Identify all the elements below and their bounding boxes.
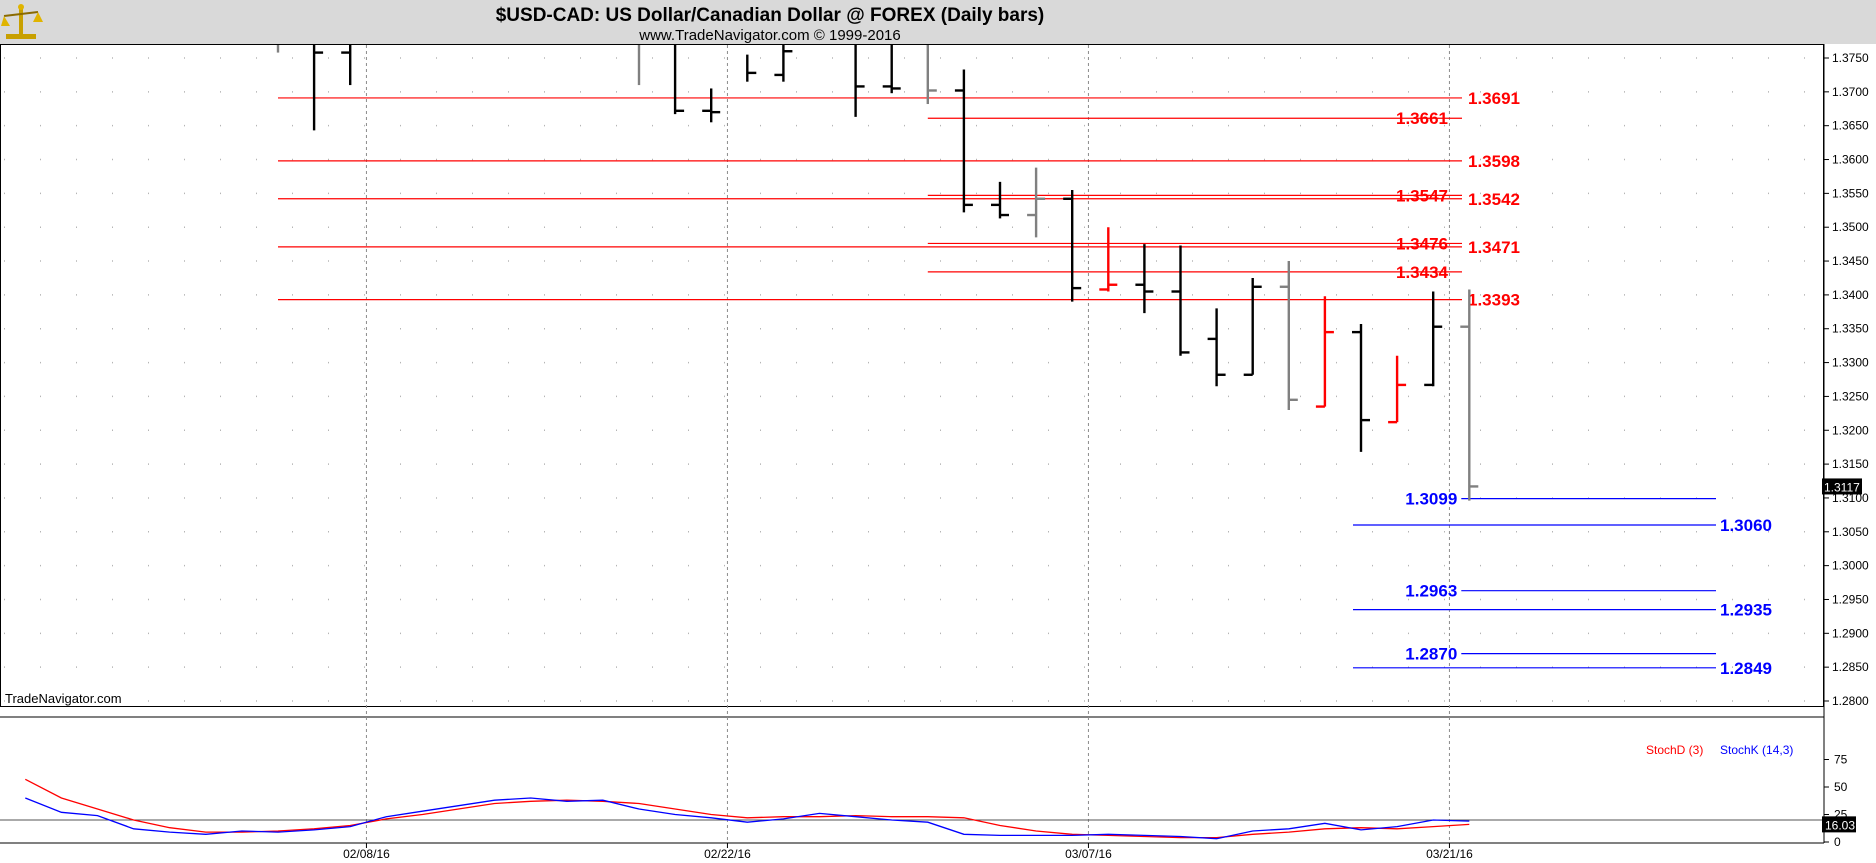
y-tick-label: 1.2850 xyxy=(1832,660,1869,674)
stoch-legend-1: StochK (14,3) xyxy=(1720,743,1793,757)
level-lines: 1.3691 1.3661 1.3598 1.3547 1.3542 1.3476 1.34… xyxy=(278,89,1772,678)
y-tick-label: 1.3400 xyxy=(1832,288,1869,302)
level-label-1.3393: 1.3393 xyxy=(1468,291,1520,310)
x-tick-label: 03/21/16 xyxy=(1426,847,1473,861)
last-price-badge xyxy=(1822,478,1862,495)
level-label-1.2963: 1.2963 xyxy=(1405,582,1457,601)
chart-title: $USD-CAD: US Dollar/Canadian Dollar @ FO… xyxy=(496,5,1045,26)
y-tick-label: 1.3000 xyxy=(1832,559,1869,573)
stoch-series-0 xyxy=(25,778,1470,839)
y-tick-label: 1.3150 xyxy=(1832,457,1869,471)
x-tick-label: 02/08/16 xyxy=(343,847,390,861)
grid-layer xyxy=(4,45,1820,843)
y-tick-label: 1.3250 xyxy=(1832,389,1869,403)
level-label-1.2849: 1.2849 xyxy=(1720,659,1772,678)
stoch-series-1 xyxy=(25,797,1470,840)
stoch-last-badge xyxy=(1822,816,1856,833)
stoch-y-tick-label: 50 xyxy=(1834,780,1848,794)
level-label-1.3598: 1.3598 xyxy=(1468,152,1520,171)
y-tick-label: 1.3200 xyxy=(1832,423,1869,437)
header-band xyxy=(0,0,1876,44)
axes: 02/08/16 02/22/16 03/07/16 03/21/16 1.3750 1.… xyxy=(343,51,1869,861)
level-label-1.3691: 1.3691 xyxy=(1468,89,1520,108)
last-price-label: 1.3117 xyxy=(1824,480,1860,494)
y-tick-label: 1.2800 xyxy=(1832,694,1869,708)
scales-logo-icon xyxy=(1,4,43,39)
level-label-1.3661: 1.3661 xyxy=(1396,109,1448,128)
y-tick-label: 1.3500 xyxy=(1832,220,1869,234)
y-tick-label: 1.3350 xyxy=(1832,322,1869,336)
y-tick-label: 1.2900 xyxy=(1832,626,1869,640)
level-label-1.3060: 1.3060 xyxy=(1720,516,1772,535)
y-tick-label: 1.3750 xyxy=(1832,51,1869,65)
watermark: TradeNavigator.com xyxy=(5,691,122,706)
level-label-1.2935: 1.2935 xyxy=(1720,601,1772,620)
x-tick-label: 02/22/16 xyxy=(704,847,751,861)
y-tick-label: 1.3050 xyxy=(1832,525,1869,539)
y-tick-label: 1.3450 xyxy=(1832,254,1869,268)
stochastic-panel: StochD (3) StochK (14,3) xyxy=(0,743,1823,840)
y-tick-label: 1.2950 xyxy=(1832,592,1869,606)
chart-subtitle: www.TradeNavigator.com © 1999-2016 xyxy=(638,27,900,44)
stoch-legend-0: StochD (3) xyxy=(1646,743,1703,757)
y-tick-label: 1.3600 xyxy=(1832,153,1869,167)
plot-frame xyxy=(0,44,1824,707)
y-tick-label: 1.3650 xyxy=(1832,119,1869,133)
level-label-1.3542: 1.3542 xyxy=(1468,190,1520,209)
stoch-y-tick-label: 0 xyxy=(1834,835,1841,849)
level-label-1.3434: 1.3434 xyxy=(1396,263,1449,282)
y-tick-label: 1.3300 xyxy=(1832,356,1869,370)
level-label-1.3547: 1.3547 xyxy=(1396,186,1448,205)
stoch-y-tick-label: 75 xyxy=(1834,753,1848,767)
ohlc-bars xyxy=(276,45,1479,501)
level-label-1.3471: 1.3471 xyxy=(1468,238,1520,257)
level-label-1.2870: 1.2870 xyxy=(1405,645,1457,664)
y-tick-label: 1.3700 xyxy=(1832,85,1869,99)
level-label-1.3476: 1.3476 xyxy=(1396,234,1448,253)
level-label-1.3099: 1.3099 xyxy=(1405,490,1457,509)
stoch-last-label: 16.03 xyxy=(1825,818,1855,832)
x-tick-label: 03/07/16 xyxy=(1065,847,1112,861)
y-tick-label: 1.3100 xyxy=(1832,491,1869,505)
y-tick-label: 1.3550 xyxy=(1832,186,1869,200)
